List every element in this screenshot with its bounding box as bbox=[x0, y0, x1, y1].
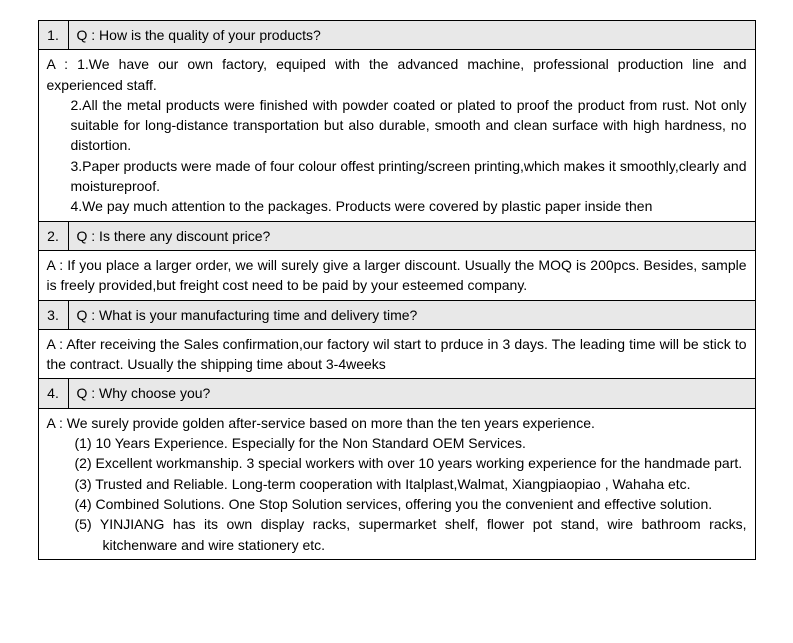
faq-answer-2: A : If you place a larger order, we will… bbox=[38, 250, 755, 300]
faq-answer-1-line-3: 3.Paper products were made of four colou… bbox=[47, 156, 747, 197]
faq-answer-4-sub-1: (1) 10 Years Experience. Especially for … bbox=[47, 433, 747, 453]
faq-question-2: Q : Is there any discount price? bbox=[68, 221, 755, 250]
faq-num-4: 4. bbox=[38, 379, 68, 408]
faq-table: 1. Q : How is the quality of your produc… bbox=[38, 20, 756, 560]
faq-num-2: 2. bbox=[38, 221, 68, 250]
faq-answer-4-sub-3: (3) Trusted and Reliable. Long-term coop… bbox=[47, 474, 747, 494]
faq-num-3: 3. bbox=[38, 300, 68, 329]
faq-question-1: Q : How is the quality of your products? bbox=[68, 21, 755, 50]
faq-answer-1: A : 1.We have our own factory, equiped w… bbox=[38, 50, 755, 221]
faq-answer-1-lead: A : 1.We have our own factory, equiped w… bbox=[47, 56, 747, 92]
faq-answer-4-sub-4: (4) Combined Solutions. One Stop Solutio… bbox=[47, 494, 747, 514]
faq-answer-4-lead: A : We surely provide golden after-servi… bbox=[47, 415, 595, 431]
faq-answer-1-line-4: 4.We pay much attention to the packages.… bbox=[47, 196, 747, 216]
faq-num-1: 1. bbox=[38, 21, 68, 50]
faq-question-4: Q : Why choose you? bbox=[68, 379, 755, 408]
faq-answer-4-sub-5: (5) YINJIANG has its own display racks, … bbox=[47, 514, 747, 555]
faq-answer-3-lead: A : After receiving the Sales confirmati… bbox=[47, 336, 747, 372]
faq-answer-4-sub-2: (2) Excellent workmanship. 3 special wor… bbox=[47, 453, 747, 473]
faq-answer-2-lead: A : If you place a larger order, we will… bbox=[47, 257, 747, 293]
faq-answer-4: A : We surely provide golden after-servi… bbox=[38, 408, 755, 559]
faq-question-3: Q : What is your manufacturing time and … bbox=[68, 300, 755, 329]
faq-answer-3: A : After receiving the Sales confirmati… bbox=[38, 329, 755, 379]
faq-answer-1-line-2: 2.All the metal products were finished w… bbox=[47, 95, 747, 156]
